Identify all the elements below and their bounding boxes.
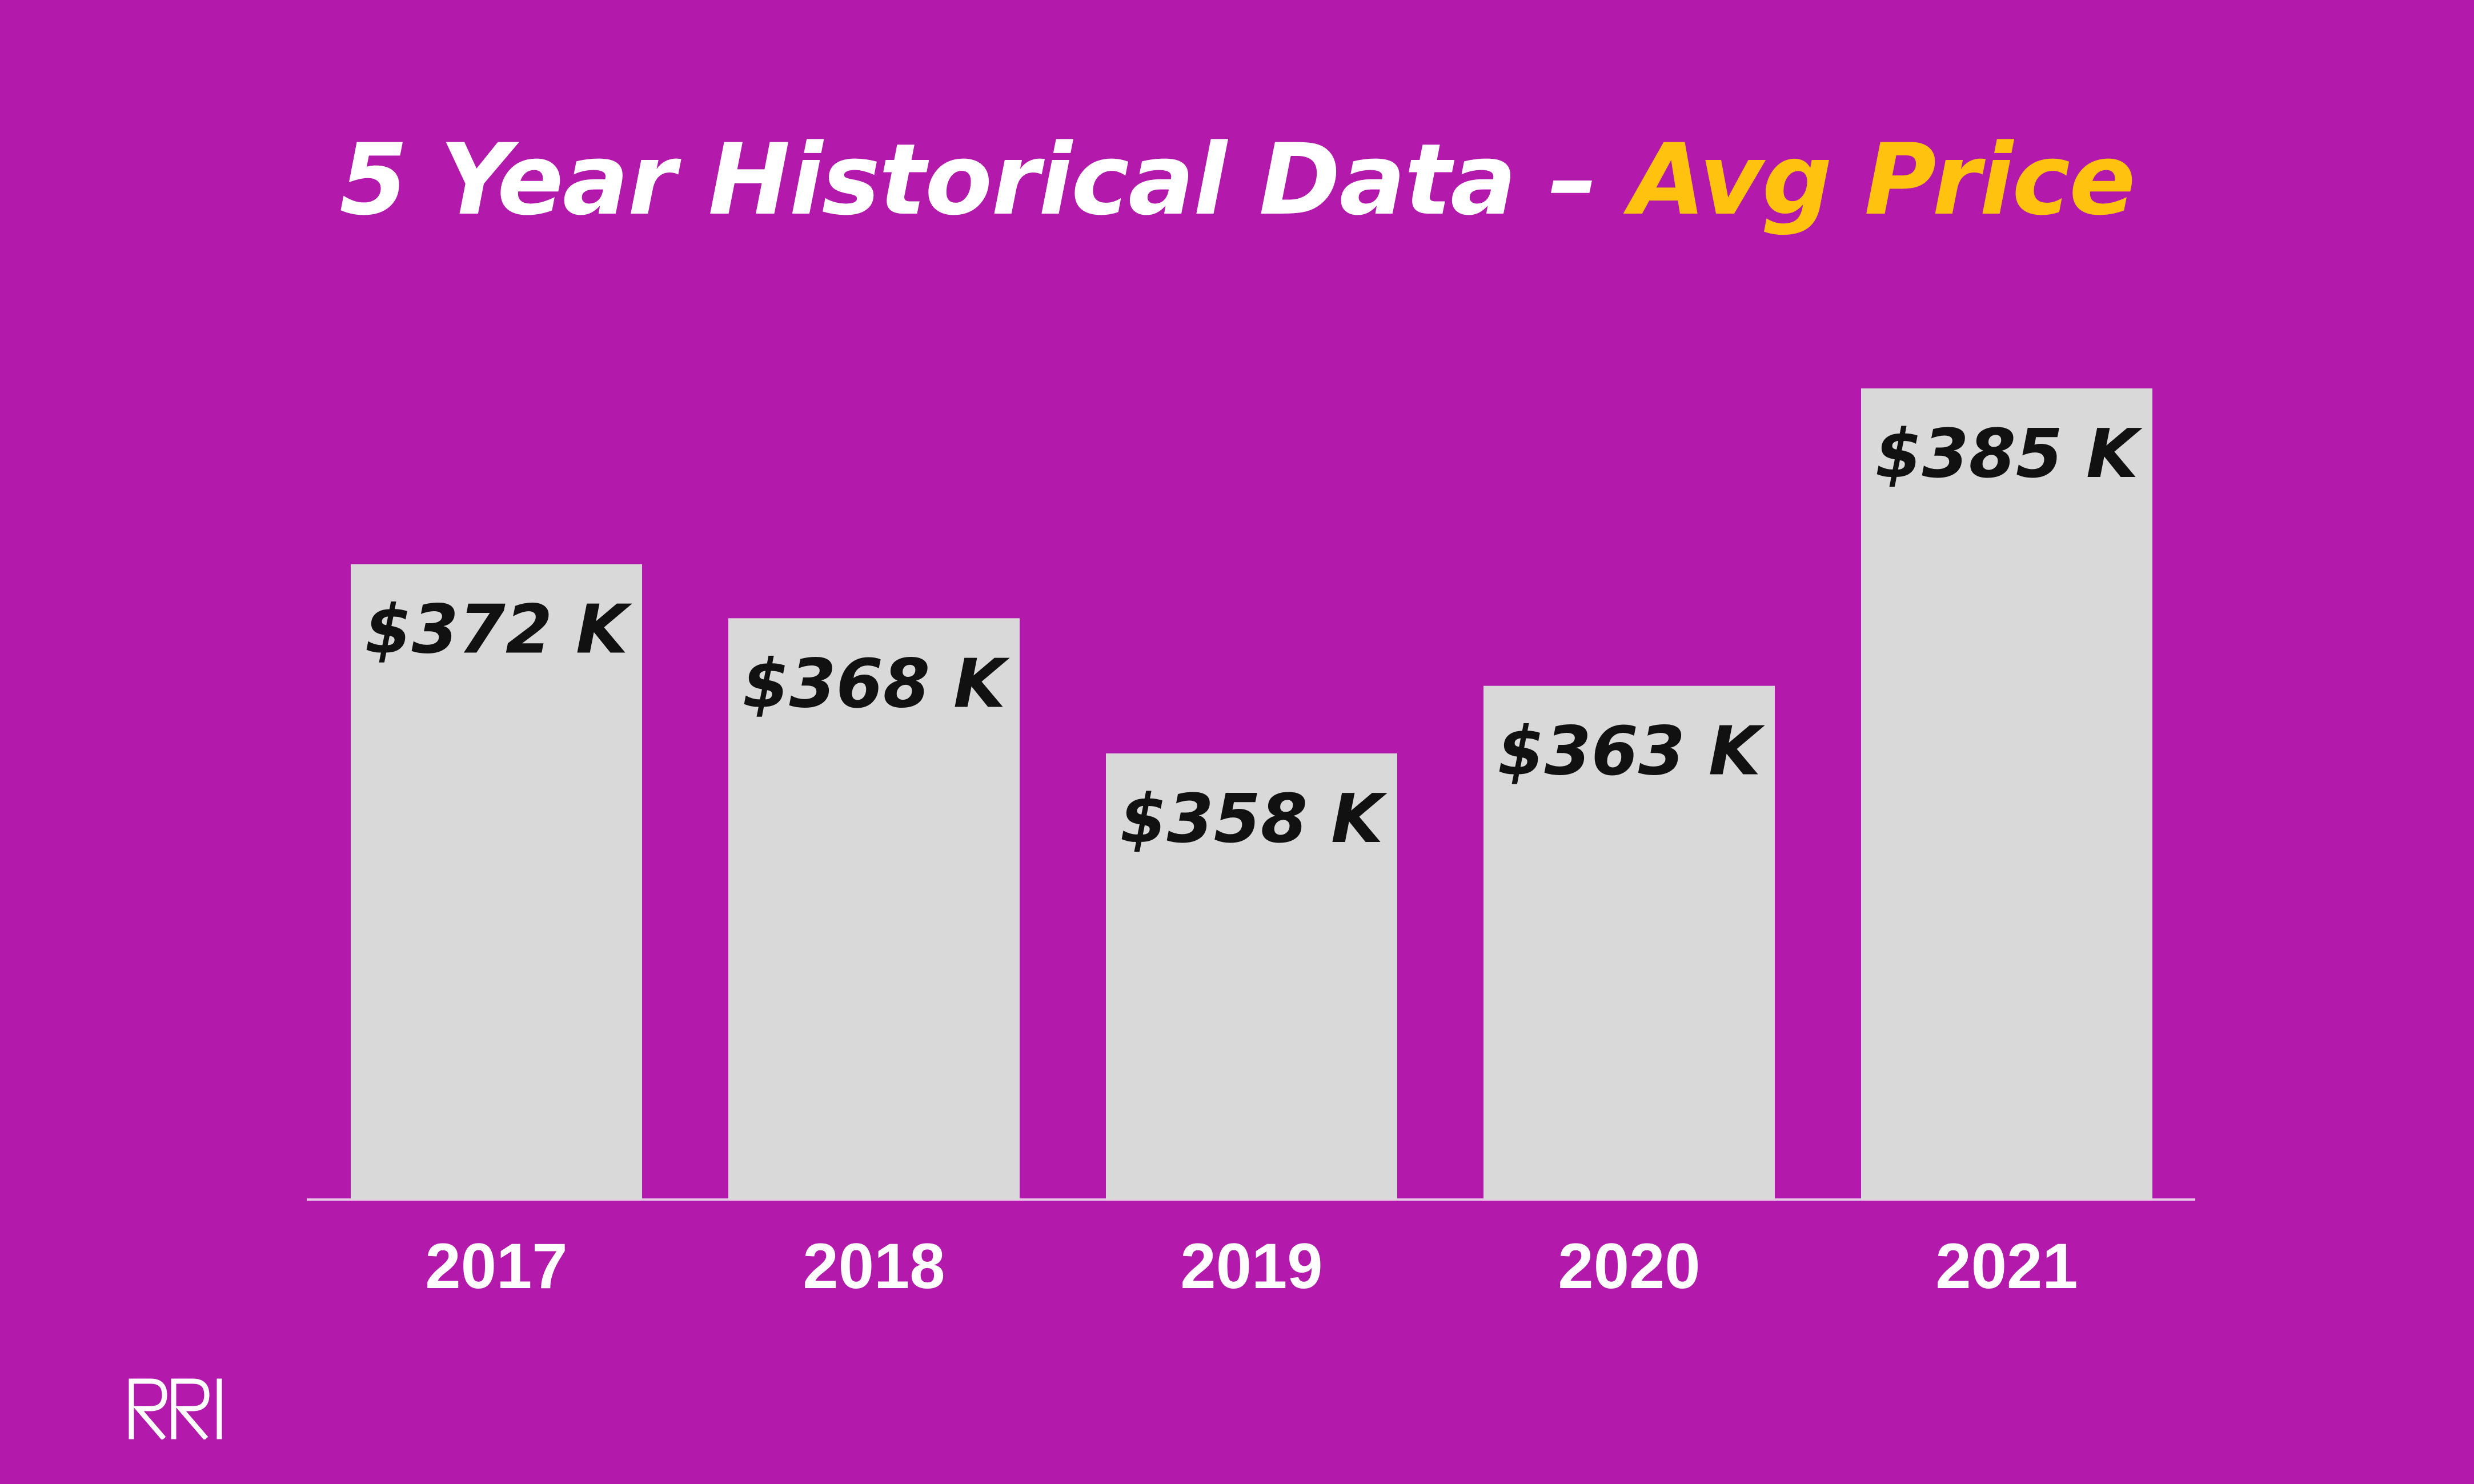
x-tick-label: 2018 [803,1230,945,1302]
x-tick-label: 2021 [1935,1230,2078,1302]
rri-logo-icon [129,1378,222,1439]
bar-group: $372 K 2017 $368 K 2018 $358 K 2019 $363 K 2020… [351,388,2152,1302]
x-tick-label: 2019 [1180,1230,1322,1302]
chart-title: 5 Year Historical Data – Avg Price [0,123,2474,237]
chart-title-accent: Avg Price [1629,122,2136,237]
bar-value-label: $358 K [1120,779,1388,858]
bar-2018 [728,618,1020,1200]
bar-2017 [351,564,642,1200]
bar-value-label: $368 K [743,644,1010,723]
x-tick-label: 2017 [425,1230,567,1302]
bar-2019 [1106,753,1397,1200]
bar-2021 [1861,388,2152,1200]
x-tick-label: 2020 [1558,1230,1700,1302]
bar-value-label: $385 K [1875,414,2143,493]
bar-2020 [1483,685,1775,1200]
bar-value-label: $372 K [365,590,632,669]
chart-title-main: 5 Year Historical Data – [339,122,1630,237]
bar-value-label: $363 K [1498,712,1765,791]
